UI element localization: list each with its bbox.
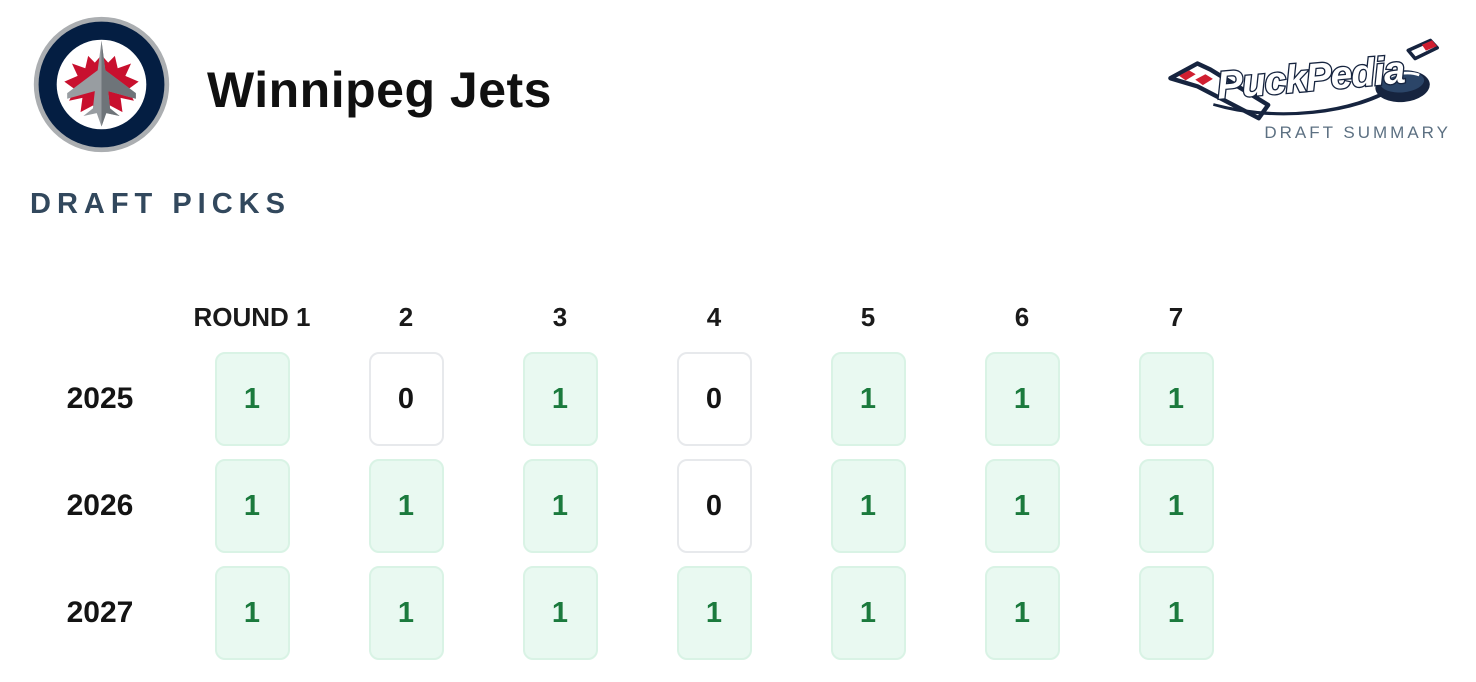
team-name: Winnipeg Jets: [207, 61, 552, 118]
year-label-2025: 2025: [66, 382, 134, 416]
pick-cell-2025-round-5: 1: [830, 352, 906, 447]
pick-cell-2027-round-4: 1: [676, 566, 752, 661]
year-label-2026: 2026: [66, 489, 134, 523]
pick-cell-2025-round-6: 1: [984, 352, 1060, 447]
pick-cell-2027-round-3: 1: [522, 566, 598, 661]
pick-cell-2027-round-2: 1: [368, 566, 444, 661]
pick-cell-2027-round-6: 1: [984, 566, 1060, 661]
pick-cell-2025-round-4: 0: [676, 352, 752, 447]
pick-cell-2026-round-4: 0: [676, 459, 752, 554]
brand-subtitle: DRAFT SUMMARY: [1264, 122, 1451, 142]
puckpedia-brand: PuckPedia DRAFT SUMMARY: [1153, 27, 1453, 143]
winnipeg-jets-logo-icon: [33, 16, 170, 153]
draft-picks-grid: ROUND 1 2 3 4 5 6 7 2025 1 0 1 0 1 1 1 2026 1 1 1 0 1 1 1 2027 1…: [0, 269, 1476, 661]
pick-cell-2026-round-6: 1: [984, 459, 1060, 554]
puckpedia-wordmark: PuckPedia: [1215, 48, 1406, 107]
pick-cell-2027-round-1: 1: [214, 566, 290, 661]
pick-cell-2026-round-2: 1: [368, 459, 444, 554]
column-header-round-7: 7: [1168, 302, 1184, 333]
column-header-round-4: 4: [706, 302, 722, 333]
pick-cell-2027-round-7: 1: [1138, 566, 1214, 661]
column-header-round-6: 6: [1014, 302, 1030, 333]
pick-cell-2026-round-7: 1: [1138, 459, 1214, 554]
pick-cell-2026-round-1: 1: [214, 459, 290, 554]
section-title: DRAFT PICKS: [30, 188, 291, 220]
pick-cell-2025-round-2: 0: [368, 352, 444, 447]
grid-corner: [25, 269, 175, 339]
page-header: Winnipeg Jets: [0, 0, 1476, 156]
column-header-round-1: ROUND 1: [193, 302, 311, 333]
puckpedia-logo-icon: PuckPedia: [1168, 38, 1439, 120]
team-header: Winnipeg Jets: [30, 13, 552, 156]
column-header-round-2: 2: [398, 302, 414, 333]
pick-cell-2026-round-3: 1: [522, 459, 598, 554]
year-label-2027: 2027: [66, 596, 134, 630]
pick-cell-2025-round-1: 1: [214, 352, 290, 447]
column-header-round-5: 5: [860, 302, 876, 333]
pick-cell-2027-round-5: 1: [830, 566, 906, 661]
column-header-round-3: 3: [552, 302, 568, 333]
pick-cell-2026-round-5: 1: [830, 459, 906, 554]
pick-cell-2025-round-7: 1: [1138, 352, 1214, 447]
pick-cell-2025-round-3: 1: [522, 352, 598, 447]
